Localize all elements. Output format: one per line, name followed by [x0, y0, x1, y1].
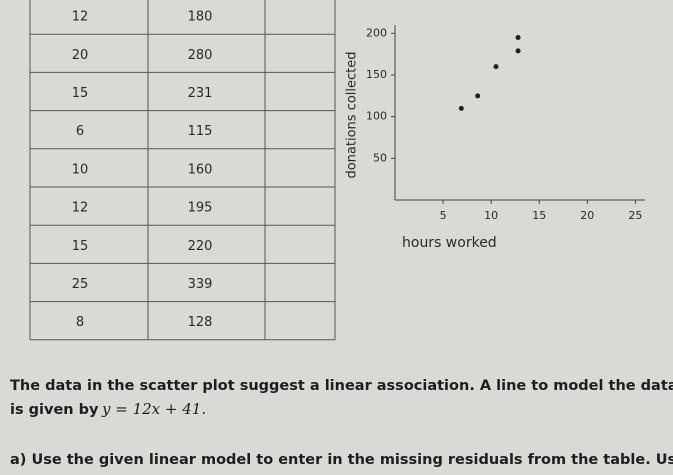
cell: 8: [76, 315, 84, 330]
point: [515, 48, 521, 54]
paragraph-line: is given by: [10, 402, 99, 418]
y-tick-label: 150: [366, 68, 387, 81]
cell: 12: [72, 201, 89, 216]
x-tick-label: 25: [628, 209, 642, 222]
y-axis-label: donations collected: [345, 51, 360, 178]
cell: 180: [188, 10, 213, 25]
cell: 195: [188, 201, 213, 216]
point: [475, 93, 481, 99]
y-tick-label: 100: [366, 110, 387, 123]
cell: 160: [188, 162, 213, 177]
x-axis-label: hours worked: [402, 235, 497, 251]
cell: 231: [188, 86, 213, 101]
point: [515, 35, 521, 40]
cell: 6: [76, 124, 84, 139]
cell: 10: [72, 162, 89, 177]
x-tick-label: 20: [580, 209, 594, 222]
cell: 15: [72, 86, 89, 101]
paragraph-line: The data in the scatter plot suggest a l…: [10, 378, 673, 394]
x-tick-label: 5: [440, 209, 447, 222]
question: a) Use the given linear model to enter i…: [10, 452, 673, 468]
y-tick-label: 200: [366, 26, 387, 39]
cell: 15: [72, 239, 89, 254]
point: [493, 64, 499, 70]
x-tick-label: 15: [532, 209, 546, 222]
cell: 20: [72, 48, 89, 63]
cell: 220: [188, 239, 213, 254]
cell: 25: [72, 277, 89, 292]
cell: 280: [188, 48, 213, 63]
y-tick-label: 50: [373, 151, 387, 164]
cell: 128: [188, 315, 213, 330]
equation: y = 12x + 41.: [101, 400, 206, 418]
cell: 12: [72, 10, 89, 25]
x-tick-label: 10: [484, 209, 498, 222]
cell: 339: [188, 277, 213, 292]
point: [458, 105, 464, 111]
cell: 115: [188, 124, 213, 139]
